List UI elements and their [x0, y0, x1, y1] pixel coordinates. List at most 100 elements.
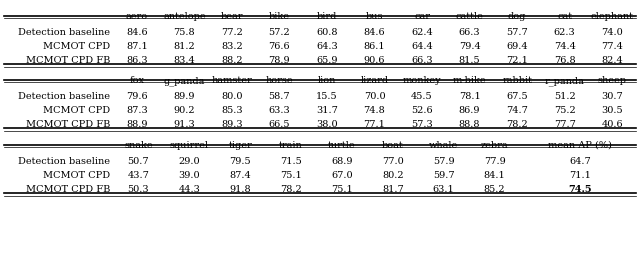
Text: 74.7: 74.7	[506, 106, 528, 115]
Text: 75.1: 75.1	[280, 171, 302, 180]
Text: 72.1: 72.1	[506, 56, 528, 65]
Text: 57.2: 57.2	[269, 28, 291, 37]
Text: bike: bike	[269, 12, 290, 21]
Text: MCMOT CPD: MCMOT CPD	[43, 171, 110, 180]
Text: 84.6: 84.6	[364, 28, 385, 37]
Text: 77.0: 77.0	[382, 157, 404, 166]
Text: 69.4: 69.4	[506, 42, 528, 51]
Text: 77.1: 77.1	[364, 120, 385, 129]
Text: MCMOT CPD FB: MCMOT CPD FB	[26, 185, 110, 194]
Text: 75.1: 75.1	[331, 185, 353, 194]
Text: 79.6: 79.6	[126, 92, 148, 101]
Text: 80.2: 80.2	[382, 171, 404, 180]
Text: 85.3: 85.3	[221, 106, 243, 115]
Text: 52.6: 52.6	[412, 106, 433, 115]
Text: 77.2: 77.2	[221, 28, 243, 37]
Text: 77.7: 77.7	[554, 120, 575, 129]
Text: lizard: lizard	[360, 76, 388, 85]
Text: MCMOT CPD FB: MCMOT CPD FB	[26, 120, 110, 129]
Text: 65.9: 65.9	[316, 56, 338, 65]
Text: 50.3: 50.3	[127, 185, 149, 194]
Text: dog: dog	[508, 12, 526, 21]
Text: 66.3: 66.3	[459, 28, 481, 37]
Text: mean AP (%): mean AP (%)	[548, 141, 612, 150]
Text: 64.3: 64.3	[316, 42, 338, 51]
Text: squirrel: squirrel	[170, 141, 209, 150]
Text: Detection baseline: Detection baseline	[18, 157, 110, 166]
Text: 38.0: 38.0	[316, 120, 338, 129]
Text: 63.3: 63.3	[269, 106, 291, 115]
Text: 89.9: 89.9	[173, 92, 195, 101]
Text: 57.9: 57.9	[433, 157, 454, 166]
Text: 71.1: 71.1	[569, 171, 591, 180]
Text: 81.2: 81.2	[173, 42, 195, 51]
Text: car: car	[414, 12, 430, 21]
Text: cattle: cattle	[456, 12, 484, 21]
Text: MCMOT CPD: MCMOT CPD	[43, 106, 110, 115]
Text: 44.3: 44.3	[179, 185, 200, 194]
Text: snake: snake	[124, 141, 153, 150]
Text: 75.8: 75.8	[173, 28, 195, 37]
Text: 88.2: 88.2	[221, 56, 243, 65]
Text: 31.7: 31.7	[316, 106, 338, 115]
Text: 76.6: 76.6	[269, 42, 290, 51]
Text: 78.2: 78.2	[280, 185, 302, 194]
Text: 78.9: 78.9	[269, 56, 290, 65]
Text: lion: lion	[318, 76, 336, 85]
Text: 58.7: 58.7	[269, 92, 290, 101]
Text: boat: boat	[382, 141, 404, 150]
Text: MCMOT CPD FB: MCMOT CPD FB	[26, 56, 110, 65]
Text: whale: whale	[429, 141, 458, 150]
Text: MCMOT CPD: MCMOT CPD	[43, 42, 110, 51]
Text: fox: fox	[129, 76, 144, 85]
Text: g_panda: g_panda	[164, 76, 205, 86]
Text: 74.0: 74.0	[602, 28, 623, 37]
Text: 87.3: 87.3	[126, 106, 148, 115]
Text: bear: bear	[221, 12, 243, 21]
Text: 74.5: 74.5	[568, 185, 592, 194]
Text: 90.6: 90.6	[364, 56, 385, 65]
Text: 91.3: 91.3	[173, 120, 195, 129]
Text: 70.0: 70.0	[364, 92, 385, 101]
Text: 40.6: 40.6	[602, 120, 623, 129]
Text: 64.7: 64.7	[569, 157, 591, 166]
Text: 91.8: 91.8	[229, 185, 251, 194]
Text: train: train	[279, 141, 303, 150]
Text: Detection baseline: Detection baseline	[18, 92, 110, 101]
Text: 60.8: 60.8	[316, 28, 338, 37]
Text: r_panda: r_panda	[545, 76, 584, 86]
Text: 43.7: 43.7	[127, 171, 149, 180]
Text: 15.5: 15.5	[316, 92, 338, 101]
Text: 86.3: 86.3	[126, 56, 148, 65]
Text: 62.3: 62.3	[554, 28, 575, 37]
Text: 39.0: 39.0	[179, 171, 200, 180]
Text: 30.5: 30.5	[602, 106, 623, 115]
Text: 66.3: 66.3	[412, 56, 433, 65]
Text: 85.2: 85.2	[484, 185, 506, 194]
Text: 84.1: 84.1	[484, 171, 506, 180]
Text: 50.7: 50.7	[127, 157, 149, 166]
Text: Detection baseline: Detection baseline	[18, 28, 110, 37]
Text: 82.4: 82.4	[602, 56, 623, 65]
Text: 74.4: 74.4	[554, 42, 575, 51]
Text: rabbit: rabbit	[502, 76, 532, 85]
Text: aero: aero	[125, 12, 148, 21]
Text: turtle: turtle	[328, 141, 356, 150]
Text: 83.4: 83.4	[173, 56, 195, 65]
Text: 77.9: 77.9	[484, 157, 506, 166]
Text: 86.1: 86.1	[364, 42, 385, 51]
Text: 71.5: 71.5	[280, 157, 302, 166]
Text: 81.5: 81.5	[459, 56, 481, 65]
Text: 87.4: 87.4	[229, 171, 251, 180]
Text: 59.7: 59.7	[433, 171, 454, 180]
Text: 78.2: 78.2	[506, 120, 528, 129]
Text: 81.7: 81.7	[382, 185, 404, 194]
Text: 89.3: 89.3	[221, 120, 243, 129]
Text: 64.4: 64.4	[411, 42, 433, 51]
Text: 76.8: 76.8	[554, 56, 575, 65]
Text: bird: bird	[317, 12, 337, 21]
Text: 88.8: 88.8	[459, 120, 481, 129]
Text: tiger: tiger	[228, 141, 252, 150]
Text: 67.0: 67.0	[331, 171, 353, 180]
Text: 51.2: 51.2	[554, 92, 575, 101]
